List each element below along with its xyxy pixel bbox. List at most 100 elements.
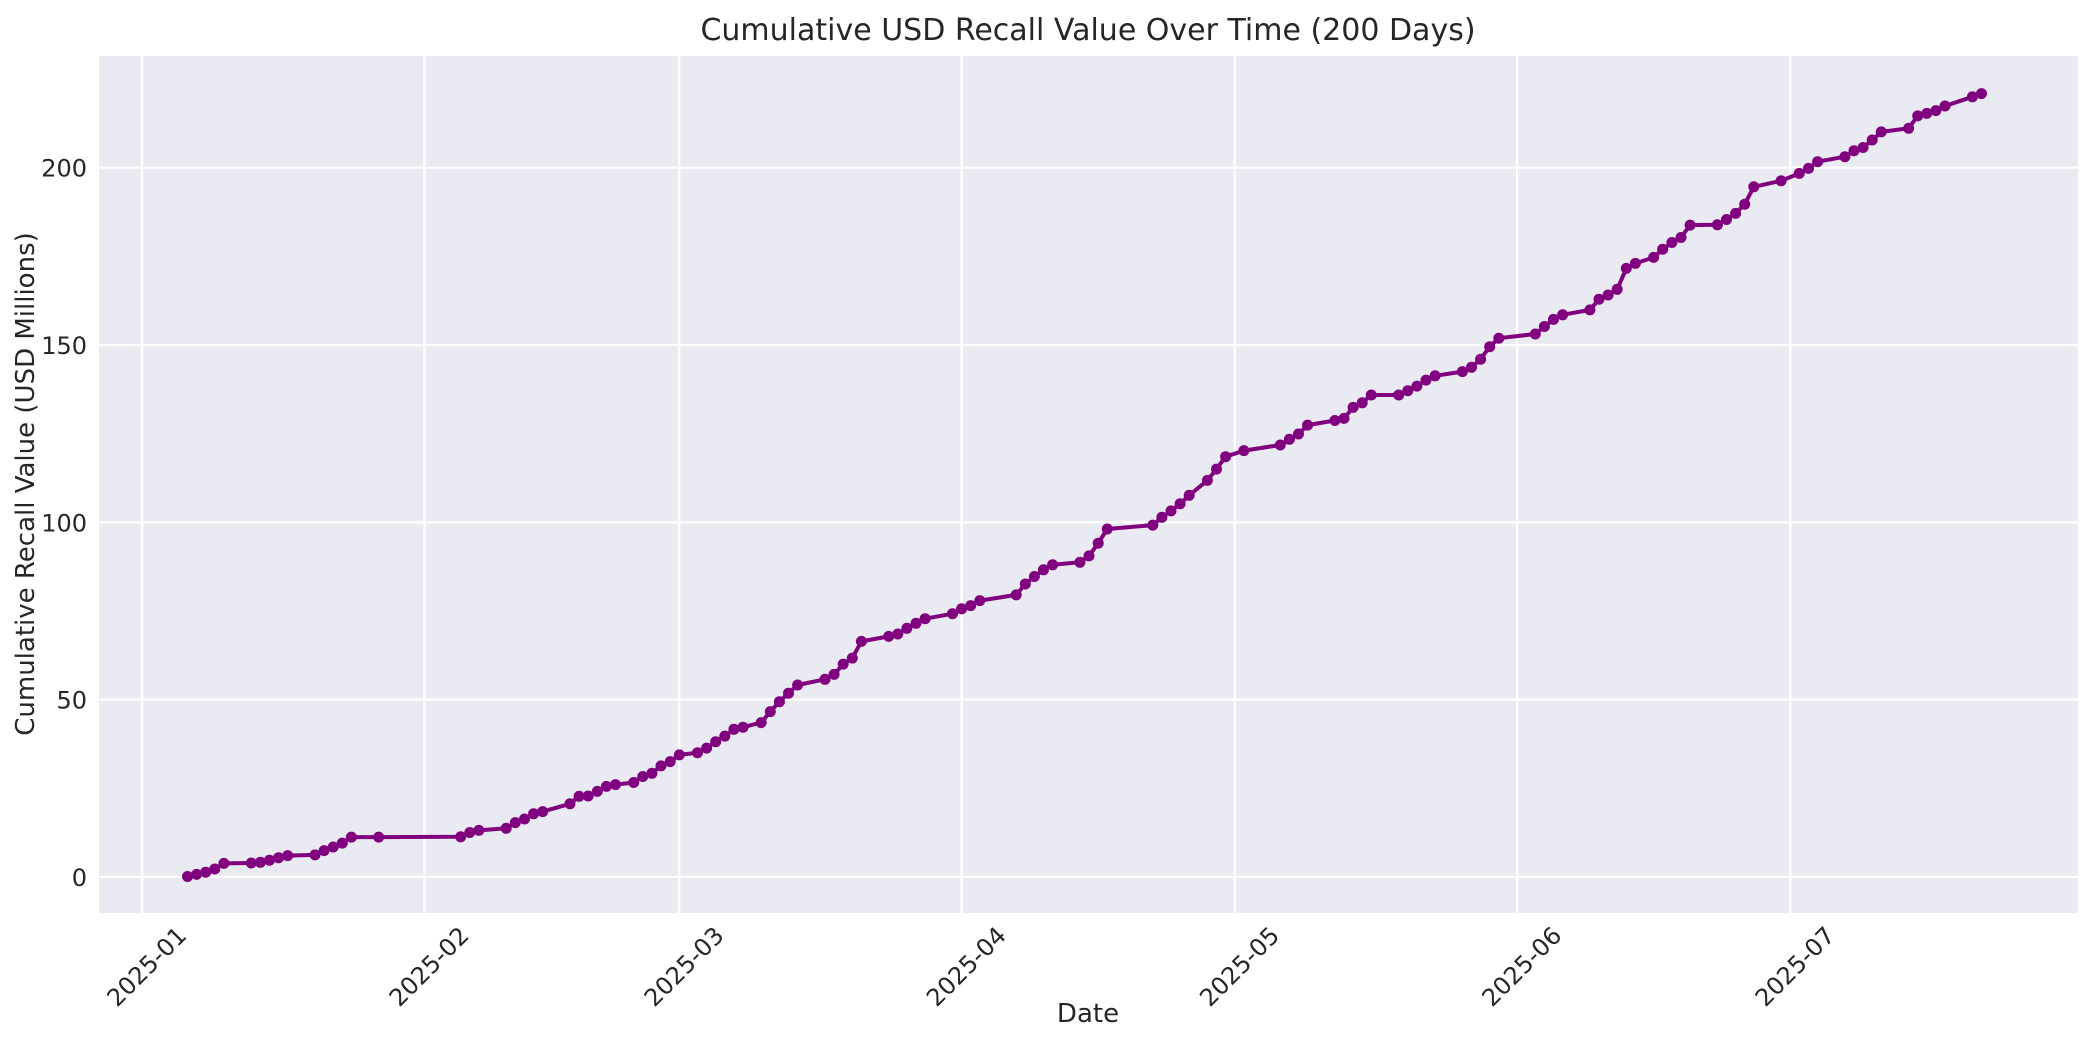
y-tick-label: 200 <box>41 155 87 183</box>
data-point <box>464 827 476 838</box>
data-point <box>1402 385 1414 397</box>
data-point <box>528 808 540 820</box>
data-point <box>728 723 740 735</box>
data-point <box>1912 110 1924 122</box>
data-point <box>1875 126 1887 138</box>
data-point <box>1657 243 1669 255</box>
data-point <box>1684 219 1696 231</box>
data-point <box>582 790 594 802</box>
data-point <box>218 857 230 869</box>
data-point <box>828 668 840 680</box>
x-tick-label: 2025-07 <box>1750 921 1841 1012</box>
data-point <box>1748 181 1760 193</box>
data-point <box>855 635 867 647</box>
data-point <box>1238 445 1250 457</box>
data-point <box>1347 401 1359 413</box>
data-point <box>1302 419 1314 431</box>
data-point <box>509 817 521 829</box>
data-point <box>1456 366 1468 378</box>
y-tick-label: 150 <box>41 332 87 360</box>
data-point <box>773 696 785 708</box>
data-point <box>1739 198 1751 210</box>
data-point <box>719 730 731 742</box>
data-point <box>1812 156 1824 168</box>
data-point <box>1976 88 1987 100</box>
data-point <box>846 652 858 664</box>
data-point <box>573 790 585 802</box>
data-point <box>1429 370 1441 382</box>
data-point <box>1147 519 1159 531</box>
data-point <box>1803 162 1814 174</box>
data-point <box>1283 433 1295 445</box>
data-point <box>783 687 794 699</box>
data-point <box>910 617 922 629</box>
data-point <box>1557 309 1569 321</box>
data-point <box>1666 237 1678 248</box>
data-point <box>710 736 722 748</box>
data-point <box>701 742 713 754</box>
data-point <box>1721 214 1732 225</box>
data-point <box>1848 145 1860 157</box>
data-point <box>1484 341 1496 353</box>
data-point <box>737 721 749 733</box>
data-point <box>755 717 767 729</box>
data-point <box>1466 361 1477 373</box>
data-point <box>1047 559 1059 571</box>
data-point <box>318 845 330 857</box>
data-point <box>1356 397 1368 409</box>
x-tick-label: 2025-03 <box>639 921 730 1012</box>
data-point <box>655 760 667 772</box>
x-tick-label: 2025-06 <box>1477 921 1568 1012</box>
y-axis-label: Cumulative Recall Value (USD Millions) <box>11 232 41 736</box>
data-point <box>500 822 512 834</box>
data-point <box>1611 283 1623 295</box>
data-point <box>974 595 986 607</box>
data-point <box>1921 107 1933 119</box>
data-point <box>1365 389 1377 401</box>
data-point <box>264 854 275 866</box>
data-point <box>1019 578 1031 590</box>
data-point <box>1074 556 1086 568</box>
data-point <box>245 857 257 869</box>
data-point <box>336 837 348 849</box>
data-point <box>1903 122 1915 134</box>
x-tick-label: 2025-02 <box>384 921 475 1012</box>
x-tick-label: 2025-01 <box>102 921 193 1012</box>
data-point <box>1220 451 1232 463</box>
data-point <box>182 871 193 882</box>
data-point <box>200 866 212 878</box>
data-point <box>191 868 203 880</box>
x-axis-tick-labels: 2025-01 2025-02 2025-03 2025-04 2025-05 2025-… <box>102 921 1841 1012</box>
data-point <box>901 622 913 634</box>
data-point <box>764 706 776 718</box>
y-tick-label: 50 <box>56 687 87 715</box>
data-point <box>519 813 530 825</box>
data-point <box>282 850 294 862</box>
data-point <box>892 628 904 640</box>
data-point <box>1293 428 1304 440</box>
data-point <box>1475 353 1487 365</box>
x-tick-label: 2025-04 <box>921 921 1012 1012</box>
data-point <box>473 824 485 836</box>
data-point <box>1620 262 1632 274</box>
data-point <box>1675 232 1687 243</box>
data-point <box>1939 100 1951 112</box>
data-point <box>1028 571 1040 582</box>
data-point <box>1793 167 1805 179</box>
data-point <box>956 603 968 615</box>
data-point <box>1083 550 1095 562</box>
data-point <box>673 749 685 761</box>
data-point <box>1329 415 1341 426</box>
data-point <box>209 863 221 875</box>
data-point <box>883 630 895 642</box>
data-point <box>610 779 621 791</box>
data-point <box>1038 564 1049 576</box>
data-point <box>1629 257 1641 269</box>
data-point <box>947 608 958 620</box>
y-tick-label: 100 <box>41 509 87 537</box>
x-axis-label: Date <box>1057 999 1119 1029</box>
data-point <box>1730 207 1742 219</box>
data-point <box>837 658 849 670</box>
data-point <box>345 831 357 843</box>
data-point <box>1420 374 1432 386</box>
